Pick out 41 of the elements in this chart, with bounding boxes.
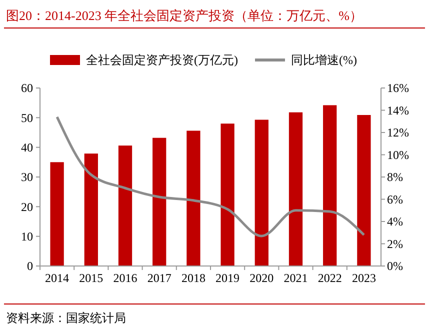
y2-tick-label: 12%: [387, 126, 409, 140]
x-tick-label: 2014: [45, 271, 70, 285]
bar: [254, 120, 268, 266]
chart-title: 图20：2014-2023 年全社会固定资产投资（单位：万亿元、%）: [6, 8, 362, 23]
y-tick-label: 10: [21, 230, 33, 244]
x-tick-label: 2022: [318, 271, 342, 285]
y2-tick-label: 2%: [387, 236, 403, 251]
y2-tick-label: 0%: [387, 259, 403, 274]
y-tick-label: 60: [21, 81, 33, 96]
x-tick-label: 2020: [250, 271, 274, 285]
y2-tick-label: 4%: [387, 214, 403, 229]
bar: [323, 105, 337, 266]
legend-label: 同比增速(%): [291, 53, 357, 68]
y-tick-label: 50: [21, 110, 33, 125]
x-tick-label: 2018: [181, 271, 206, 285]
text: 资料来源：国家统计局: [6, 311, 126, 325]
y-tick-label: 0: [27, 259, 33, 274]
y2-tick-label: 8%: [387, 170, 403, 184]
y-tick-label: 30: [21, 170, 33, 184]
bar: [84, 154, 98, 266]
y-tick-label: 40: [21, 140, 33, 155]
bar: [50, 162, 64, 266]
x-tick-label: 2021: [284, 271, 308, 285]
bar: [288, 112, 303, 266]
bar: [118, 146, 132, 266]
bar: [220, 124, 234, 266]
x-tick-label: 2015: [79, 271, 104, 285]
legend-label: 全社会固定资产投资(万亿元): [86, 53, 238, 68]
y2-tick-label: 16%: [387, 81, 409, 96]
bar: [186, 130, 200, 266]
x-tick-label: 2019: [216, 271, 240, 285]
x-tick-label: 2017: [147, 271, 172, 285]
y2-tick-label: 14%: [387, 103, 409, 118]
bar: [152, 138, 166, 266]
y-tick-label: 20: [21, 200, 33, 214]
line-series: [56, 116, 366, 238]
y2-tick-label: 10%: [387, 148, 409, 162]
x-tick-label: 2023: [352, 271, 376, 285]
bar: [357, 114, 371, 266]
y2-tick-label: 6%: [387, 192, 403, 206]
x-tick-label: 2016: [113, 271, 138, 285]
